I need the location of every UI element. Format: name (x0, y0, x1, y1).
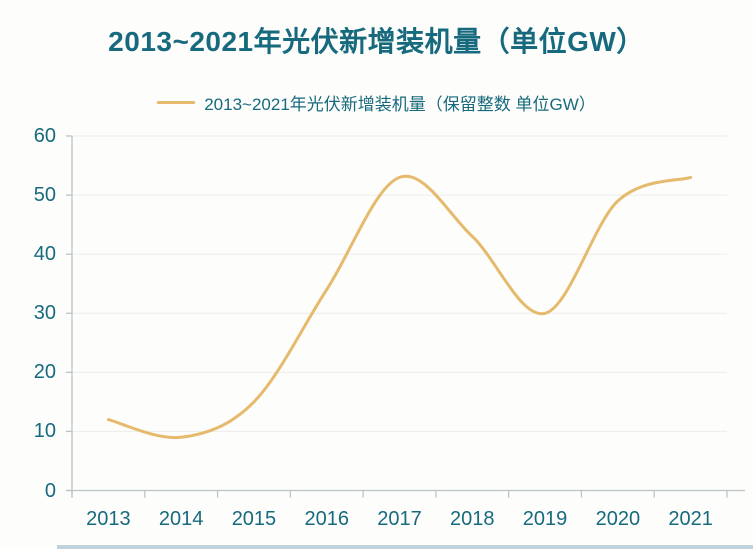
x-tick-label: 2017 (377, 507, 422, 530)
x-tick-label: 2021 (668, 507, 713, 530)
y-tick-label: 30 (33, 302, 56, 325)
x-tick-label: 2018 (450, 507, 495, 530)
x-tick-label: 2019 (522, 507, 568, 530)
series-line (106, 174, 693, 440)
axes (66, 135, 745, 498)
chart-title: 2013~2021年光伏新增装机量（单位GW） (108, 26, 645, 57)
x-tick-label: 2016 (304, 507, 349, 530)
y-tick-label: 60 (33, 125, 56, 147)
x-tick-label: 2014 (158, 507, 204, 530)
y-tick-label: 50 (33, 184, 56, 207)
x-tick-label: 2015 (231, 507, 277, 530)
y-tick-label: 20 (33, 361, 56, 384)
legend-label: 2013~2021年光伏新增装机量（保留整数 单位GW） (204, 95, 596, 114)
y-tick-label: 40 (33, 243, 56, 266)
y-tick-label: 0 (44, 479, 56, 502)
x-tick-label: 2020 (595, 507, 641, 530)
legend-line-swatch-icon (157, 101, 196, 104)
y-tick-label: 10 (33, 420, 56, 443)
x-tick-label: 2013 (86, 507, 131, 530)
bottom-strip (57, 545, 753, 549)
legend: 2013~2021年光伏新增装机量（保留整数 单位GW） (0, 90, 753, 115)
gridlines (72, 135, 727, 432)
